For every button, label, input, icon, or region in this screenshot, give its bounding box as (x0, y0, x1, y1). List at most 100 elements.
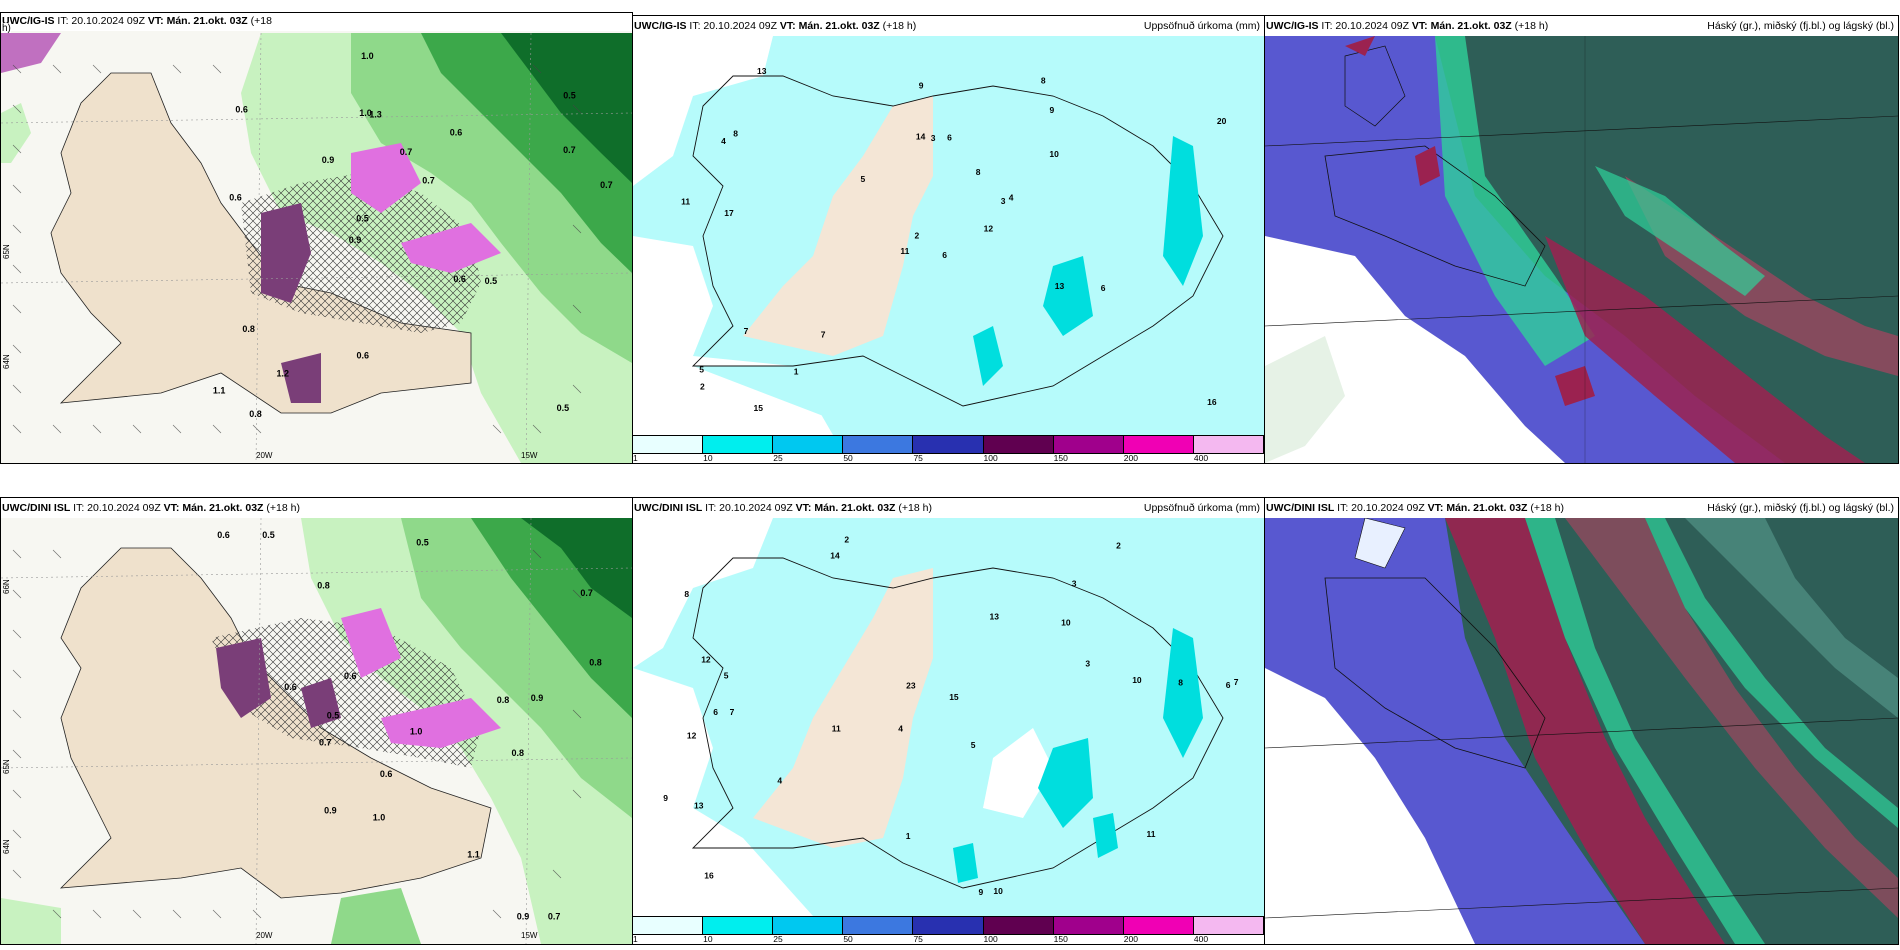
legend-tick-labels: 1 10 25 50 75 100 150 200 400 (633, 453, 1264, 463)
axis-label-66n: 66N (2, 579, 11, 594)
panel-header: UWC/IG-IS IT: 20.10.2024 09Z VT: Mán. 21… (1, 13, 632, 31)
init-time: IT: 20.10.2024 09Z (73, 502, 161, 514)
precip-value-label: 0.8 (497, 695, 510, 705)
legend-swatch (1123, 436, 1194, 453)
init-time: IT: 20.10.2024 09Z (57, 15, 145, 27)
precip-value-label: 11 (681, 196, 690, 206)
precip-value-label: 2 (844, 535, 849, 545)
init-time: IT: 20.10.2024 09Z (689, 20, 777, 32)
precip-value-label: 0.8 (589, 658, 602, 668)
precip-value-label: 0.9 (322, 155, 335, 165)
precip-value-label: 8 (1041, 76, 1046, 86)
precip-value-label: 5 (861, 174, 866, 184)
precip-value-label: 8 (684, 589, 689, 599)
precip-value-label: 1 (794, 366, 799, 376)
model-name: UWC/IG-IS (634, 20, 687, 32)
legend-swatch (843, 917, 914, 934)
precip-value-label: 13 (1055, 281, 1065, 291)
precip-legend: 1 10 25 50 75 100 150 200 400 (633, 435, 1264, 463)
legend-tick-label: 200 (1123, 453, 1138, 463)
precip-value-label: 0.5 (563, 91, 576, 101)
legend-swatch (983, 917, 1054, 934)
model-name: UWC/DINI ISL (2, 502, 71, 514)
legend-tick-labels: 1 10 25 50 75 100 150 200 400 (633, 934, 1264, 944)
precip-value-label: 5 (971, 740, 976, 750)
precip-value-label: 0.5 (557, 403, 570, 413)
model-name: UWC/DINI ISL (1266, 502, 1335, 514)
precip-value-label: 2 (915, 230, 920, 240)
legend-swatch (773, 436, 844, 453)
panel-clouds-top: UWC/IG-IS IT: 20.10.2024 09Z VT: Mán. 21… (1264, 15, 1899, 464)
map-area: 6 4 2 5 3 7 8 6 9 12 13 16 17 20 11 10 15 14 8 7 5 2 1 3 4 6 8 9 11 1… (633, 36, 1264, 435)
legend-swatch (1123, 917, 1194, 934)
precip-value-label: 8 (976, 167, 981, 177)
precip-value-label: 6 (1101, 283, 1106, 293)
map-area (1265, 36, 1898, 463)
precip-value-label: 0.5 (485, 276, 498, 286)
precip-value-label: 6 (942, 250, 947, 260)
panel-accum-precip-bottom: UWC/DINI ISL IT: 20.10.2024 09Z VT: Mán.… (632, 497, 1265, 945)
panel-header: UWC/DINI ISL IT: 20.10.2024 09Z VT: Mán.… (1265, 498, 1898, 518)
panel-header: UWC/IG-IS IT: 20.10.2024 09Z VT: Mán. 21… (633, 16, 1264, 36)
legend-tick-label: 1 (633, 934, 638, 944)
precip-value-label: 7 (821, 329, 826, 339)
precip-value-label: 0.7 (548, 912, 561, 922)
precip-value-label: 10 (1132, 675, 1142, 685)
init-time: IT: 20.10.2024 09Z (1337, 502, 1425, 514)
wind-precip-map: 20W 15W 64N 65N 66N 0.6 0.6 0.5 0.8 0.7 0.8 1.… (1, 518, 632, 944)
precip-value-label: 7 (1234, 677, 1239, 687)
panel-wind-precip-bottom: UWC/DINI ISL IT: 20.10.2024 09Z VT: Mán.… (0, 497, 633, 945)
axis-label-64n: 64N (2, 839, 11, 854)
precip-value-label: 10 (1049, 149, 1059, 159)
precip-legend: 1 10 25 50 75 100 150 200 400 (633, 916, 1264, 944)
precip-value-label: 0.8 (317, 581, 330, 591)
precip-value-label: 16 (1207, 397, 1217, 407)
legend-tick-label: 400 (1193, 453, 1209, 463)
precip-value-label: 9 (1050, 105, 1055, 115)
precip-value-label: 17 (724, 208, 734, 218)
precip-value-label: 0.9 (531, 693, 544, 703)
precip-value-label: 12 (687, 730, 697, 740)
legend-tick-label: 1 (633, 453, 638, 463)
axis-label-15w: 15W (521, 451, 538, 460)
legend-swatch (703, 436, 774, 453)
precip-value-label: 0.5 (416, 538, 429, 548)
init-time: IT: 20.10.2024 09Z (705, 502, 793, 514)
axis-label-20w: 20W (256, 451, 273, 460)
legend-swatch (1193, 917, 1264, 934)
precip-value-label: 0.7 (563, 145, 576, 155)
valid-time: VT: Mán. 21.okt. 03Z (1427, 502, 1528, 514)
precip-value-label: 1.3 (369, 109, 382, 119)
precip-value-label: 9 (979, 887, 984, 897)
precip-value-label: 3 (931, 133, 936, 143)
precip-value-label: 1.2 (277, 369, 290, 379)
axis-label-64n: 64N (2, 354, 11, 369)
precip-value-label: 1.1 (213, 386, 226, 396)
legend-tick-label: 100 (983, 453, 998, 463)
precip-value-label: 6 (1226, 680, 1231, 690)
precip-value-label: 3 (1085, 658, 1090, 668)
legend-tick-label: 150 (1053, 453, 1068, 463)
precip-value-label: 7 (730, 707, 735, 717)
precip-value-label: 6 (713, 707, 718, 717)
legend-swatch (1053, 436, 1124, 453)
precip-value-label: 0.6 (450, 127, 463, 137)
init-time: IT: 20.10.2024 09Z (1321, 20, 1409, 32)
precip-value-label: 4 (1009, 193, 1014, 203)
precip-value-label: 0.7 (400, 147, 413, 157)
legend-tick-label: 200 (1123, 934, 1138, 944)
axis-label-65n: 65N (2, 244, 11, 259)
precip-value-label: 10 (993, 886, 1003, 896)
precip-value-label: 10 (1061, 618, 1071, 628)
model-name: UWC/IG-IS (2, 15, 55, 27)
precip-value-label: 8 (1178, 677, 1183, 687)
map-area: 2 3 6 4 5 7 8 10 12 13 15 16 14 11 9 10 1 2 3 4 5 6 7 8 9 12 23 10 1… (633, 518, 1264, 916)
legend-swatch (1053, 917, 1124, 934)
map-area: 20W 15W 64N 65N 66N 0.6 0.6 0.5 0.8 0.7 0.8 1.… (1, 518, 632, 944)
model-name: UWC/DINI ISL (634, 502, 703, 514)
product-title: Háský (gr.), miðský (fj.bl.) og lágský (… (1707, 20, 1894, 32)
product-title: Uppsöfnuð úrkoma (mm) (1143, 20, 1260, 32)
precip-value-label: 0.5 (327, 711, 340, 721)
legend-swatch (633, 436, 704, 453)
precip-value-label: 7 (744, 326, 749, 336)
